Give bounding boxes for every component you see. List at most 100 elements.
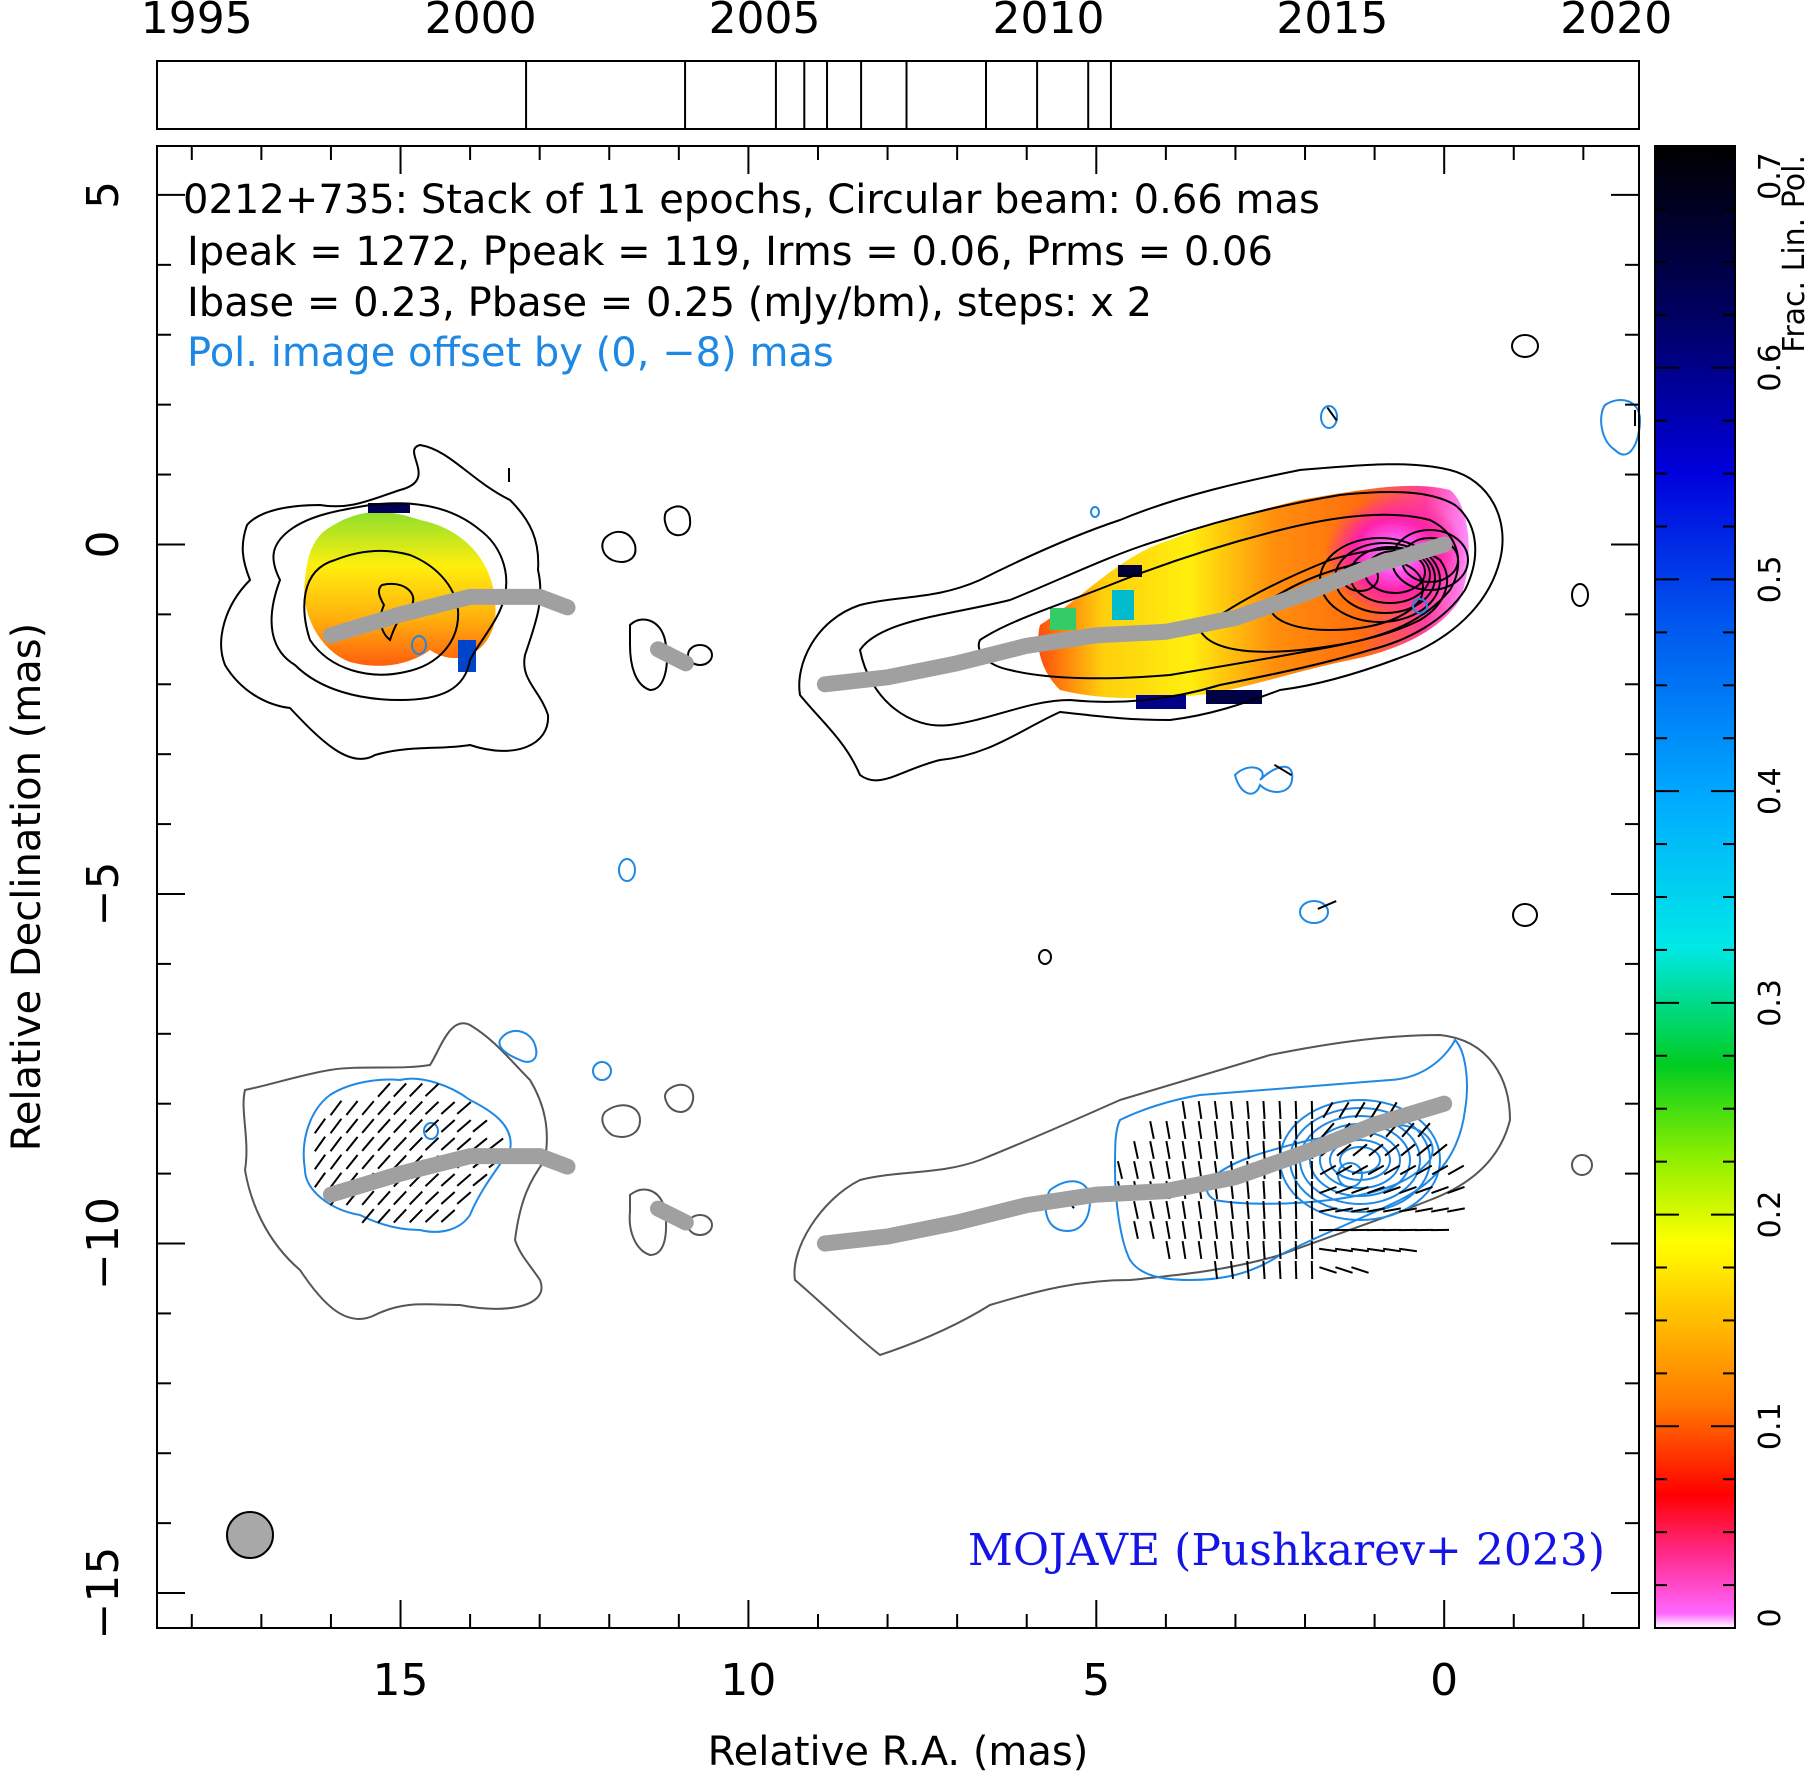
evpa-tick	[1181, 1160, 1187, 1180]
evpa-tick	[1335, 1266, 1353, 1274]
evpa-tick	[361, 1118, 375, 1134]
jet-contour-2	[858, 491, 1477, 727]
evpa-tick	[1133, 1200, 1139, 1220]
evpa-tick	[1133, 1140, 1139, 1160]
evpa-tick	[393, 1082, 407, 1098]
evpa-tick	[1230, 1140, 1234, 1160]
epoch-tick-label: 2015	[1276, 0, 1388, 44]
evpa-tick	[408, 1208, 424, 1224]
epoch-tick-labels: 1995 2000 2005 2010 2015 2020	[141, 0, 1673, 44]
evpa-tick	[1294, 1100, 1298, 1120]
evpa-tick	[1367, 1164, 1385, 1176]
evpa-tick	[1294, 1240, 1298, 1260]
evpa-tick	[1230, 1120, 1234, 1140]
evpa-tick	[1273, 763, 1293, 777]
evpa-tick	[393, 1190, 407, 1206]
colorbar: 0 0.1 0.2 0.3 0.4 0.5 0.6 0.7 Frac. Lin. Pol.	[1654, 145, 1812, 1629]
y-tick-label: −5	[78, 862, 129, 927]
evpa-tick	[1230, 1260, 1234, 1280]
evpa-tick	[1431, 1207, 1449, 1213]
evpa-tick	[456, 1119, 472, 1133]
x-tick-label: 10	[720, 1655, 776, 1706]
evpa-tick	[1278, 1120, 1282, 1140]
evpa-tick	[1351, 1185, 1369, 1195]
evpa-tick	[1294, 1200, 1298, 1220]
evpa-tick	[1338, 1101, 1350, 1119]
epoch-bar-frame	[156, 60, 1640, 130]
knot-contour-d	[687, 644, 713, 666]
evpa-tick	[456, 1101, 472, 1115]
evpa-tick	[1334, 1247, 1354, 1253]
evpa-tick	[1197, 1100, 1203, 1120]
outer-contour-4	[377, 582, 415, 642]
y-tick-labels: 5 0 −5 −10 −15	[78, 181, 129, 1640]
evpa-tick	[1294, 1120, 1298, 1140]
evpa-tick	[1431, 1164, 1449, 1176]
evpa-tick	[1415, 1207, 1433, 1213]
evpa-tick	[424, 1101, 440, 1115]
evpa-tick	[1181, 1140, 1187, 1160]
lower-i-contours	[242, 1022, 1593, 1357]
evpa-tick	[1165, 1240, 1171, 1260]
evpa-tick	[1431, 1185, 1449, 1195]
pol-blob-2	[1090, 506, 1100, 518]
x-tick-label: 5	[1082, 1655, 1110, 1706]
colorbar-tick-label: 0	[1753, 1608, 1788, 1627]
evpa-tick	[1213, 1220, 1219, 1240]
evpa-tick	[1432, 1143, 1448, 1157]
evpa-tick	[1294, 1260, 1298, 1280]
evpa-tick	[472, 1137, 488, 1151]
evpa-tick	[1246, 1200, 1250, 1220]
colorbar-tick-label: 0.6	[1753, 344, 1788, 392]
evpa-tick	[377, 1190, 391, 1206]
evpa-tick	[377, 1118, 391, 1134]
evpa-tick	[1354, 1101, 1366, 1119]
evpa-tick	[1181, 1200, 1187, 1220]
lower-outer-pol-3	[592, 1061, 612, 1081]
jet-dark-patch-1	[1118, 565, 1142, 577]
colorbar-tick-label: 0.1	[1753, 1402, 1788, 1450]
evpa-tick	[1165, 1160, 1171, 1180]
evpa-tick	[345, 1100, 359, 1116]
evpa-tick	[361, 1136, 375, 1152]
epoch-markers	[525, 61, 1112, 129]
evpa-tick	[472, 1173, 488, 1187]
pol-blob-5	[1299, 900, 1329, 924]
knot-contour-e	[1511, 334, 1539, 358]
evpa-tick	[361, 1208, 375, 1224]
epoch-axis: 1995 2000 2005 2010 2015 2020	[141, 0, 1673, 130]
evpa-tick	[1116, 1160, 1124, 1180]
colorbar-title: Frac. Lin. Pol.	[1777, 155, 1812, 353]
evpa-tick	[1447, 1185, 1465, 1195]
evpa-tick	[1262, 1220, 1266, 1240]
lower-knot-a	[664, 1083, 695, 1113]
y-tick-label: 0	[78, 530, 129, 558]
evpa-tick	[1230, 1100, 1234, 1120]
evpa-tick	[1246, 1220, 1250, 1240]
evpa-tick	[1336, 1143, 1352, 1157]
evpa-tick	[313, 1118, 327, 1134]
evpa-tick	[1262, 1240, 1266, 1260]
evpa-tick	[329, 1136, 343, 1152]
evpa-tick	[1367, 1185, 1385, 1195]
evpa-tick	[377, 1136, 391, 1152]
x-tick-label: 15	[373, 1655, 429, 1706]
pol-offset-note: Pol. image offset by (0, −8) mas	[187, 330, 834, 376]
colorbar-tick-label: 0.2	[1753, 1191, 1788, 1239]
evpa-tick	[393, 1136, 407, 1152]
evpa-tick	[1351, 1164, 1369, 1176]
evpa-tick	[1351, 1207, 1369, 1213]
evpa-tick	[313, 1136, 327, 1152]
outer-contour-3	[303, 549, 460, 676]
evpa-tick	[1213, 1140, 1219, 1160]
plot-frame	[156, 145, 1640, 1629]
evpa-tick	[1319, 1164, 1337, 1176]
y-tick-label: −10	[78, 1197, 129, 1290]
lower-jet-pol-2	[1044, 1180, 1092, 1232]
evpa-tick	[1416, 1143, 1432, 1157]
knot-contour-h	[1512, 903, 1538, 927]
evpa-tick	[1278, 1240, 1282, 1260]
pol-blob-6	[618, 858, 636, 882]
colorbar-tick-labels: 0 0.1 0.2 0.3 0.4 0.5 0.6 0.7	[1753, 152, 1788, 1627]
